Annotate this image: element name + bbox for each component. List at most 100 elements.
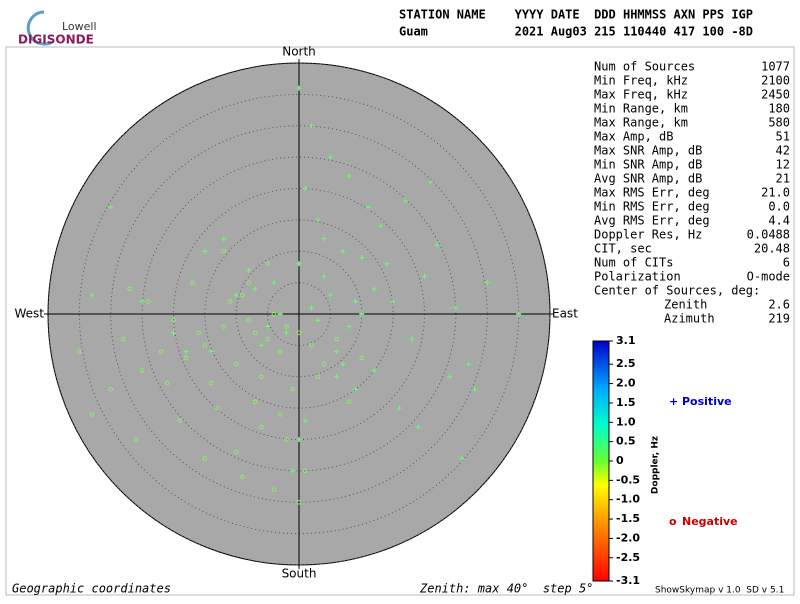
stat-value: 1077 — [761, 60, 790, 74]
source-negative — [296, 499, 302, 505]
source-negative — [77, 349, 82, 354]
source-positive — [465, 361, 471, 367]
logo-arc — [26, 10, 53, 46]
source-negative — [202, 343, 208, 348]
legend-label: Negative — [682, 515, 738, 528]
source-positive — [346, 324, 352, 330]
source-negative — [277, 412, 283, 417]
source-positive — [371, 286, 377, 292]
source-positive — [265, 324, 271, 330]
center-label: Zenith — [664, 298, 707, 312]
source-negative — [221, 324, 226, 329]
source-positive — [390, 298, 396, 304]
source-positive — [371, 367, 377, 373]
stat-value: 180 — [768, 102, 790, 116]
source-positive — [208, 349, 214, 355]
stat-label: Polarization — [594, 270, 681, 284]
source-negative — [233, 449, 239, 455]
source-negative — [240, 474, 245, 480]
source-negative — [284, 437, 289, 442]
source-positive — [428, 179, 434, 185]
source-positive — [296, 85, 302, 91]
source-positive — [283, 330, 289, 336]
source-positive — [459, 455, 465, 461]
source-negative — [164, 380, 170, 386]
stat-value: 12 — [776, 158, 790, 172]
source-positive — [108, 204, 114, 210]
footer-middle: Zenith: max 40° step 5° — [419, 582, 593, 596]
source-negative — [240, 292, 245, 298]
source-negative — [290, 387, 296, 392]
source-negative — [108, 387, 114, 392]
source-positive — [516, 311, 522, 317]
colorbar-tick-label: -0.5 — [616, 473, 640, 486]
stat-value: 42 — [776, 144, 790, 158]
source-positive — [396, 405, 402, 411]
legend-marker: o — [669, 515, 677, 528]
stat-label: Min RMS Err, deg — [594, 200, 710, 214]
source-negative — [265, 336, 270, 342]
footer-right: ShowSkymap v 1.0 SD v 5.1 — [655, 586, 784, 596]
stat-label: Avg SNR Amp, dB — [594, 172, 702, 186]
source-negative — [208, 380, 214, 386]
colorbar-tick-label: -2.0 — [616, 531, 640, 544]
source-positive — [89, 292, 95, 298]
source-negative — [190, 280, 195, 285]
source-positive — [422, 273, 427, 279]
colorbar-tick-label: 0.5 — [616, 435, 636, 448]
source-positive — [359, 255, 365, 261]
source-positive — [302, 418, 308, 424]
stat-label: Min Range, km — [594, 102, 688, 116]
source-negative — [158, 349, 164, 354]
source-negative — [252, 399, 258, 405]
source-positive — [384, 261, 390, 267]
center-label: Azimuth — [664, 312, 715, 326]
colorbar-tick-label: -1.5 — [616, 512, 640, 525]
stat-label: Min SNR Amp, dB — [594, 158, 702, 172]
source-negative — [196, 330, 201, 336]
source-positive — [221, 236, 227, 242]
source-positive — [346, 173, 352, 179]
stat-label: Max SNR Amp, dB — [594, 144, 702, 158]
source-positive — [340, 248, 346, 254]
source-negative — [271, 487, 277, 493]
source-positive — [315, 317, 321, 323]
stat-value: 51 — [776, 130, 790, 144]
source-positive — [315, 217, 321, 223]
source-positive — [171, 330, 176, 336]
source-positive — [321, 236, 327, 242]
source-negative — [221, 248, 226, 254]
source-negative — [315, 374, 321, 380]
source-positive — [365, 204, 371, 210]
source-negative — [265, 261, 270, 267]
source-negative — [127, 286, 132, 292]
source-negative — [121, 336, 126, 342]
source-positive — [139, 298, 145, 304]
source-positive — [403, 198, 409, 204]
source-negative — [215, 405, 220, 411]
colorbar-tick-label: 1.0 — [616, 415, 636, 428]
stat-value: O-mode — [747, 270, 790, 284]
source-negative — [233, 361, 239, 367]
stat-value: 4.4 — [768, 214, 790, 228]
source-positive — [453, 305, 459, 311]
source-negative — [227, 299, 233, 304]
stat-label: Avg RMS Err, deg — [594, 214, 710, 228]
source-positive — [277, 311, 283, 317]
source-negative — [183, 355, 189, 361]
source-negative — [246, 280, 252, 285]
direction-label: East — [552, 307, 578, 321]
source-negative — [139, 368, 145, 373]
source-positive — [378, 223, 384, 229]
direction-label: North — [282, 45, 316, 59]
source-positive — [327, 292, 333, 298]
source-positive — [271, 280, 277, 286]
center-value: 219 — [768, 312, 790, 326]
source-negative — [309, 343, 314, 348]
logo-top: Lowell — [62, 20, 97, 33]
stat-value: 2450 — [761, 88, 790, 102]
source-negative — [202, 456, 208, 461]
source-negative — [277, 349, 283, 354]
header-line: STATION NAME YYYY DATE DDD HHMMSS AXN PP… — [399, 8, 753, 22]
